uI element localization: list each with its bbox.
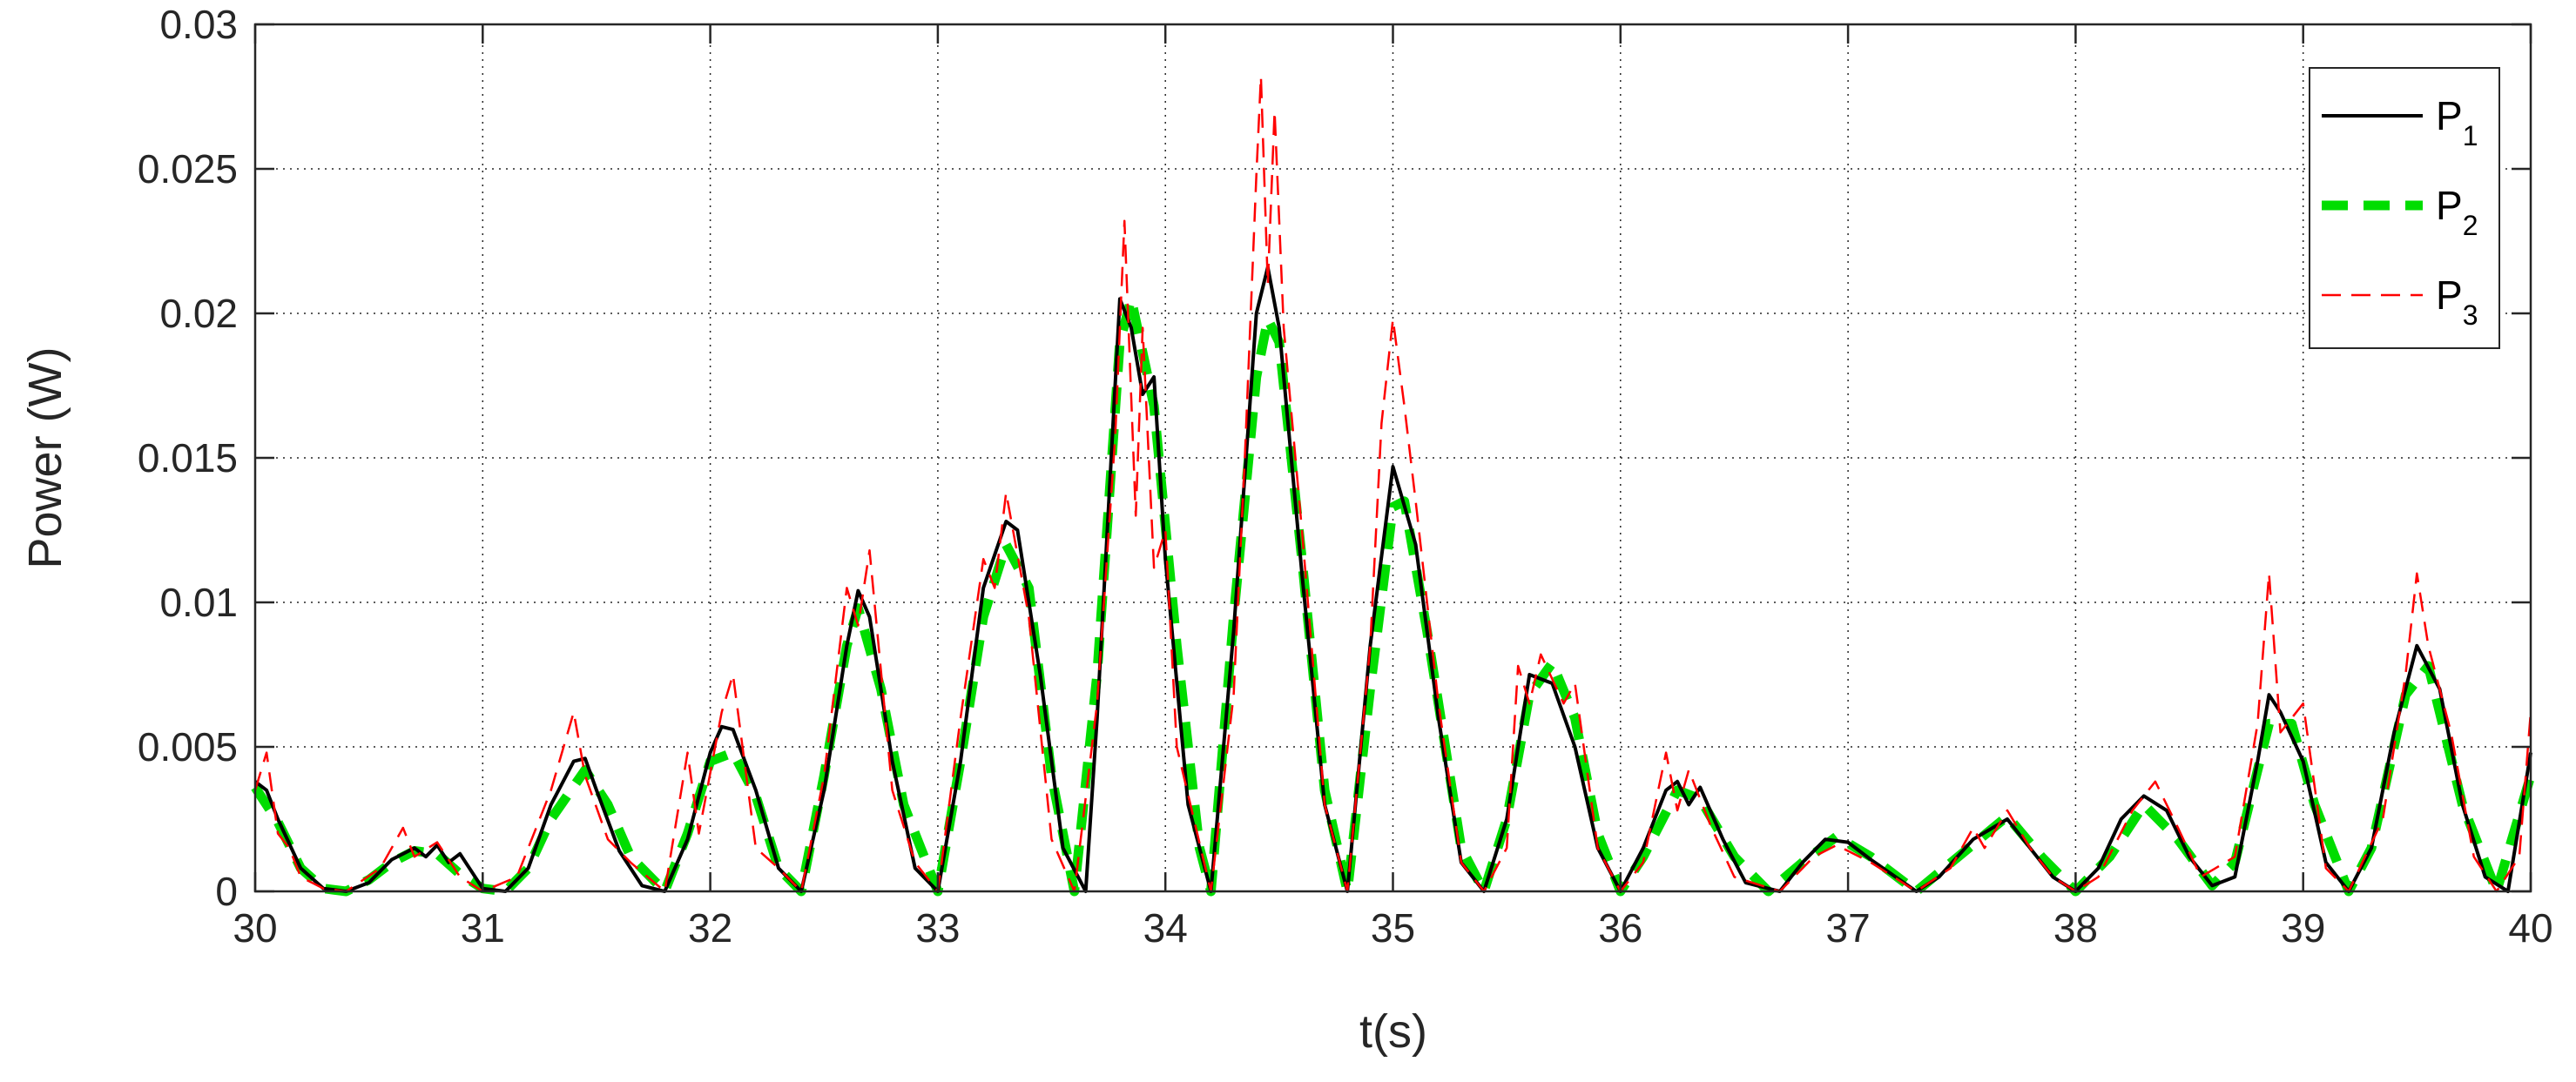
x-tick-label: 34 [1143, 905, 1188, 951]
x-tick-label: 37 [1826, 905, 1871, 951]
y-tick-label: 0.03 [159, 2, 238, 47]
series-line-p1 [253, 265, 2532, 893]
x-tick-label: 36 [1598, 905, 1642, 951]
x-tick-label: 35 [1371, 905, 1415, 951]
x-tick-label: 38 [2053, 905, 2098, 951]
legend-label-name: P [2436, 93, 2463, 138]
x-tick-label: 39 [2281, 905, 2325, 951]
y-tick-label: 0.015 [138, 435, 238, 481]
legend-label-p2: P2 [2436, 183, 2478, 241]
legend-label-p3: P3 [2436, 272, 2478, 331]
legend-label-subscript: 2 [2463, 210, 2478, 241]
y-axis-label: Power (W) [19, 347, 71, 569]
legend-label-name: P [2436, 183, 2463, 228]
grid-lines [255, 24, 2531, 891]
legend-label-name: P [2436, 272, 2463, 318]
legend-label-subscript: 3 [2463, 299, 2478, 331]
legend-label-p1: P1 [2436, 93, 2478, 151]
y-tick-label: 0.005 [138, 724, 238, 769]
y-tick-label: 0 [215, 869, 238, 914]
x-axis-label: t(s) [1359, 1005, 1427, 1058]
series-line-p3 [253, 75, 2532, 893]
y-tick-label: 0.02 [159, 291, 238, 336]
y-tick-label: 0.01 [159, 580, 238, 625]
x-tick-label: 32 [688, 905, 732, 951]
x-tick-label: 33 [915, 905, 960, 951]
tick-labels: 30 31 32 33 34 35 36 37 38 39 4000.0050.010.0150.0… [138, 2, 2553, 951]
x-tick-label: 40 [2508, 905, 2552, 951]
x-tick-label: 30 [233, 905, 277, 951]
x-tick-label: 31 [461, 905, 505, 951]
legend-label-subscript: 1 [2463, 120, 2478, 151]
series-layer [251, 75, 2536, 897]
y-tick-label: 0.025 [138, 146, 238, 192]
